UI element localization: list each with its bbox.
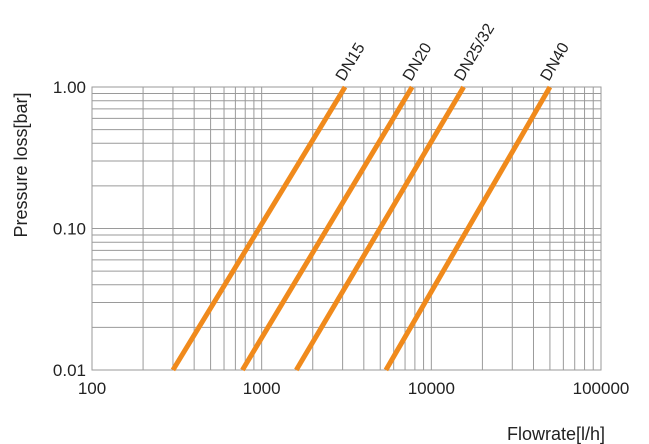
x-tick-label: 10000 — [408, 379, 455, 398]
x-tick-label: 100 — [78, 379, 106, 398]
y-tick-label: 0.10 — [53, 220, 86, 239]
series-lines: DN15 DN20 DN25/32 DN40 — [170, 21, 573, 372]
y-tick-label: 1.00 — [53, 78, 86, 97]
x-tick-label: 100000 — [573, 379, 630, 398]
x-tick-label: 1000 — [243, 379, 281, 398]
series-label: DN25/32 — [451, 21, 498, 84]
plot-area — [91, 86, 602, 371]
x-axis-title: Flowrate[l/h] — [507, 424, 605, 444]
series-label: DN20 — [400, 40, 436, 84]
series-line — [383, 85, 553, 372]
series-label: DN15 — [333, 40, 369, 84]
series-line — [170, 85, 348, 372]
y-tick-label: 0.01 — [53, 361, 86, 380]
series-line — [294, 85, 466, 372]
y-axis-title: Pressure loss[bar] — [11, 92, 31, 237]
series-label: DN40 — [538, 40, 573, 84]
tick-labels: 100 1000 10000 100000 0.01 0.10 1.00 — [53, 78, 629, 398]
series-line — [240, 85, 415, 372]
